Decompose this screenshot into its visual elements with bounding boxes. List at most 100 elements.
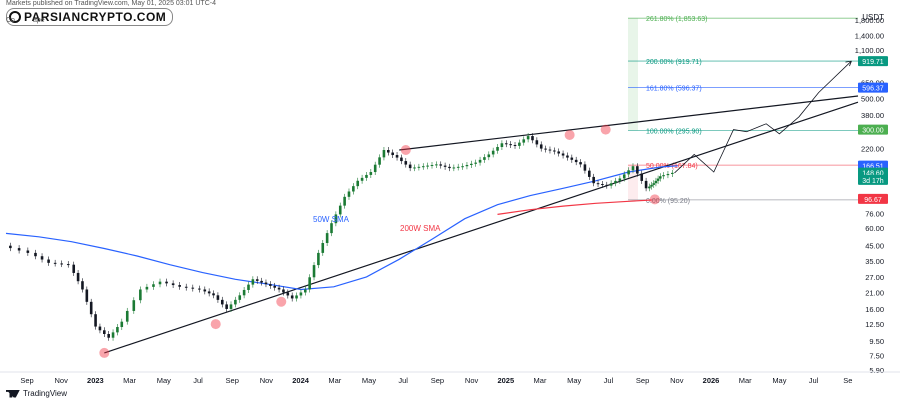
publish-line: Markets published on TradingView.com, Ma… — [6, 0, 216, 7]
candle-body — [548, 149, 552, 151]
x-tick-label: Nov — [260, 376, 274, 385]
x-tick-label: Sep — [431, 376, 444, 385]
candle-body — [382, 150, 386, 158]
candle-body — [264, 282, 268, 285]
candle-body — [158, 281, 162, 285]
candle-body — [601, 184, 604, 186]
candle-body — [509, 144, 512, 146]
candle-body — [496, 146, 499, 151]
price-tag-text: 148.60 — [862, 171, 884, 178]
brand-text: TradingView — [23, 389, 68, 398]
candle-body — [247, 284, 250, 290]
candle-body — [295, 295, 298, 299]
fib-label: 161.80% (596.37) — [646, 86, 702, 93]
x-tick-label: May — [567, 376, 581, 385]
candle-body — [391, 152, 394, 156]
candle-body — [139, 289, 142, 301]
candle-body — [627, 170, 630, 175]
candle-body — [116, 327, 119, 333]
trendline — [104, 101, 859, 354]
candle-body — [347, 191, 351, 197]
price-tag-text: 596.37 — [862, 86, 884, 93]
candle-body — [321, 242, 325, 253]
candle-body — [596, 183, 600, 185]
y-tick-label: 1,800.00 — [855, 16, 884, 25]
logo-icon — [9, 11, 21, 23]
candle-body — [487, 154, 491, 158]
candle-body — [474, 162, 477, 164]
fib-zone-upper — [628, 18, 638, 131]
trendlines — [104, 95, 859, 354]
candle-body — [317, 252, 320, 266]
source-prefix: Co — [6, 17, 15, 24]
candle-body — [614, 180, 617, 184]
candle-body — [17, 248, 21, 251]
y-tick-label: 35.00 — [865, 257, 884, 266]
candle-body — [522, 139, 526, 143]
x-tick-label: Sep — [20, 376, 33, 385]
x-tick-label: May — [772, 376, 786, 385]
unit-label: USDT — [862, 13, 884, 22]
candle-body — [125, 310, 129, 322]
candle-body — [662, 175, 665, 177]
candle-body — [290, 295, 294, 299]
candle-body — [286, 292, 290, 296]
candle-body — [435, 164, 438, 166]
y-tick-label: 1,400.00 — [855, 31, 884, 40]
candle-body — [53, 262, 57, 264]
fib-label: 0.00% (95.20) — [646, 198, 690, 205]
pivot-marker — [564, 129, 575, 140]
candle-body — [478, 159, 482, 163]
candle-body — [255, 279, 259, 281]
y-tick-label: 27.00 — [865, 273, 884, 282]
candle-body — [85, 289, 89, 302]
candle-body — [671, 172, 674, 174]
candle-body — [566, 155, 569, 158]
y-tick-label: 500.00 — [861, 94, 884, 103]
candle-body — [656, 178, 660, 181]
candle-body — [654, 180, 658, 184]
x-tick-label: Nov — [465, 376, 479, 385]
y-tick-label: 12.50 — [865, 320, 884, 329]
source-line: Co ape — [6, 17, 45, 24]
x-tick-label: Sep — [636, 376, 649, 385]
x-tick-label: Mar — [328, 376, 341, 385]
x-axis[interactable]: Sep Nov 2023 Mar May Jul Sep Nov 2024 Mar May Jul Se… — [0, 371, 900, 385]
candle-body — [526, 136, 530, 140]
y-tick-label: 1,100.00 — [855, 46, 884, 55]
x-tick-label: Jul — [604, 376, 614, 385]
candle-body — [352, 186, 355, 192]
candle-body — [443, 165, 447, 167]
candle-body — [26, 250, 30, 253]
candle-body — [640, 173, 644, 181]
price-tag-text: 919.71 — [862, 59, 884, 66]
candle-body — [72, 264, 76, 273]
candle-body — [145, 286, 149, 290]
sma-line — [5, 165, 678, 291]
fib-label: 261.80% (1,853.63) — [646, 16, 708, 23]
candle-body — [338, 205, 342, 215]
candle-body — [132, 300, 136, 311]
projection-line — [674, 60, 852, 174]
candle-body — [465, 165, 469, 167]
candle-body — [609, 183, 613, 186]
x-tick-label: Jul — [809, 376, 819, 385]
candle-body — [40, 256, 44, 260]
candle-body — [212, 293, 215, 296]
y-tick-label: 380.00 — [861, 111, 884, 120]
candle-body — [531, 136, 534, 141]
candle-body — [171, 283, 175, 286]
x-tick-label: Mar — [534, 376, 547, 385]
candle-body — [81, 281, 84, 290]
candle-body — [216, 295, 220, 300]
tradingview-brand[interactable]: TradingView — [6, 389, 67, 398]
candle-body — [650, 184, 653, 187]
candle-body — [535, 140, 539, 145]
candle-body — [408, 164, 412, 169]
price-tag — [858, 193, 888, 204]
candle-body — [439, 164, 443, 166]
candle-body — [404, 161, 408, 165]
fib-label: 200.00% (919.71) — [646, 59, 702, 66]
candle-body — [111, 332, 115, 338]
